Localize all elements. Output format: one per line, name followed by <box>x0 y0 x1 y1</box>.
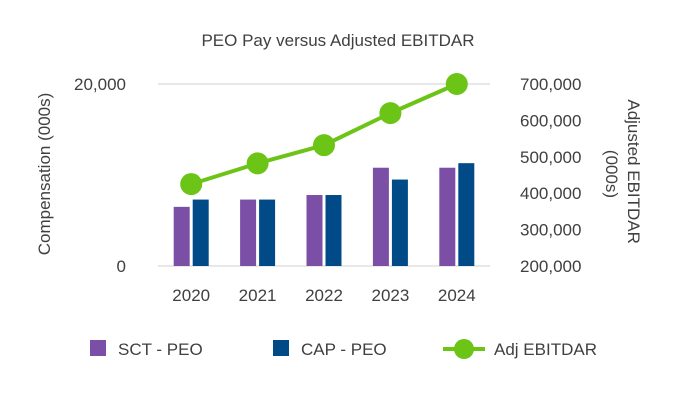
ebitdar-line-path <box>190 82 458 187</box>
legend: SCT - PEO CAP - PEO Adj EBITDAR <box>90 339 597 359</box>
x-tick-label: 2023 <box>371 286 409 305</box>
bar-sct-peo-2020 <box>173 206 190 266</box>
right-tick-label: 700,000 <box>520 75 581 94</box>
bar-sct-peo-2023 <box>372 167 389 266</box>
bar-cap-peo-2022 <box>325 195 342 266</box>
bar-cap-peo-2024 <box>458 163 475 266</box>
bar-sct-peo-2024 <box>439 167 456 266</box>
ebitdar-point-2020 <box>180 173 203 196</box>
right-axis-ticks: 200,000 300,000 400,000 500,000 600,000 700,0… <box>520 75 581 276</box>
bar-cap-peo-2020 <box>192 199 209 266</box>
right-tick-label: 300,000 <box>520 221 581 240</box>
x-tick-label: 2022 <box>305 286 343 305</box>
bar-cap-peo-2023 <box>391 179 408 266</box>
right-tick-label: 200,000 <box>520 257 581 276</box>
right-tick-label: 500,000 <box>520 148 581 167</box>
legend-label-sct-peo: SCT - PEO <box>118 340 203 359</box>
ebitdar-point-2024 <box>445 73 468 95</box>
right-axis-label-line1: Adjusted EBITDAR <box>624 99 643 244</box>
bars <box>173 163 475 266</box>
left-tick-label: 0 <box>117 257 126 276</box>
legend-swatch-adj-ebitdar-dot <box>454 339 474 359</box>
bar-cap-peo-2021 <box>259 199 276 266</box>
ebitdar-points <box>180 73 468 196</box>
x-tick-label: 2020 <box>172 286 210 305</box>
left-axis-ticks: 0 20,000 <box>74 75 126 276</box>
right-axis-label: Adjusted EBITDAR (000s) <box>602 99 643 248</box>
legend-swatch-cap-peo <box>273 340 289 356</box>
right-axis-label-line2: (000s) <box>602 150 621 198</box>
x-tick-label: 2024 <box>438 286 476 305</box>
x-tick-label: 2021 <box>239 286 277 305</box>
gridlines <box>158 83 490 267</box>
ebitdar-point-2022 <box>313 134 335 157</box>
legend-label-cap-peo: CAP - PEO <box>301 340 387 359</box>
ebitdar-line <box>190 82 458 187</box>
chart-title: PEO Pay versus Adjusted EBITDAR <box>201 31 474 50</box>
legend-swatch-sct-peo <box>90 340 106 356</box>
left-axis-label: Compensation (000s) <box>35 93 54 256</box>
bar-sct-peo-2022 <box>306 195 323 266</box>
right-tick-label: 400,000 <box>520 184 581 203</box>
legend-label-adj-ebitdar: Adj EBITDAR <box>494 340 597 359</box>
bar-sct-peo-2021 <box>240 199 257 266</box>
left-tick-label: 20,000 <box>74 75 126 94</box>
ebitdar-point-2023 <box>379 102 402 125</box>
right-tick-label: 600,000 <box>520 111 581 130</box>
x-axis-ticks: 2020 2021 2022 2023 2024 <box>172 286 475 305</box>
ebitdar-point-2021 <box>246 152 269 175</box>
